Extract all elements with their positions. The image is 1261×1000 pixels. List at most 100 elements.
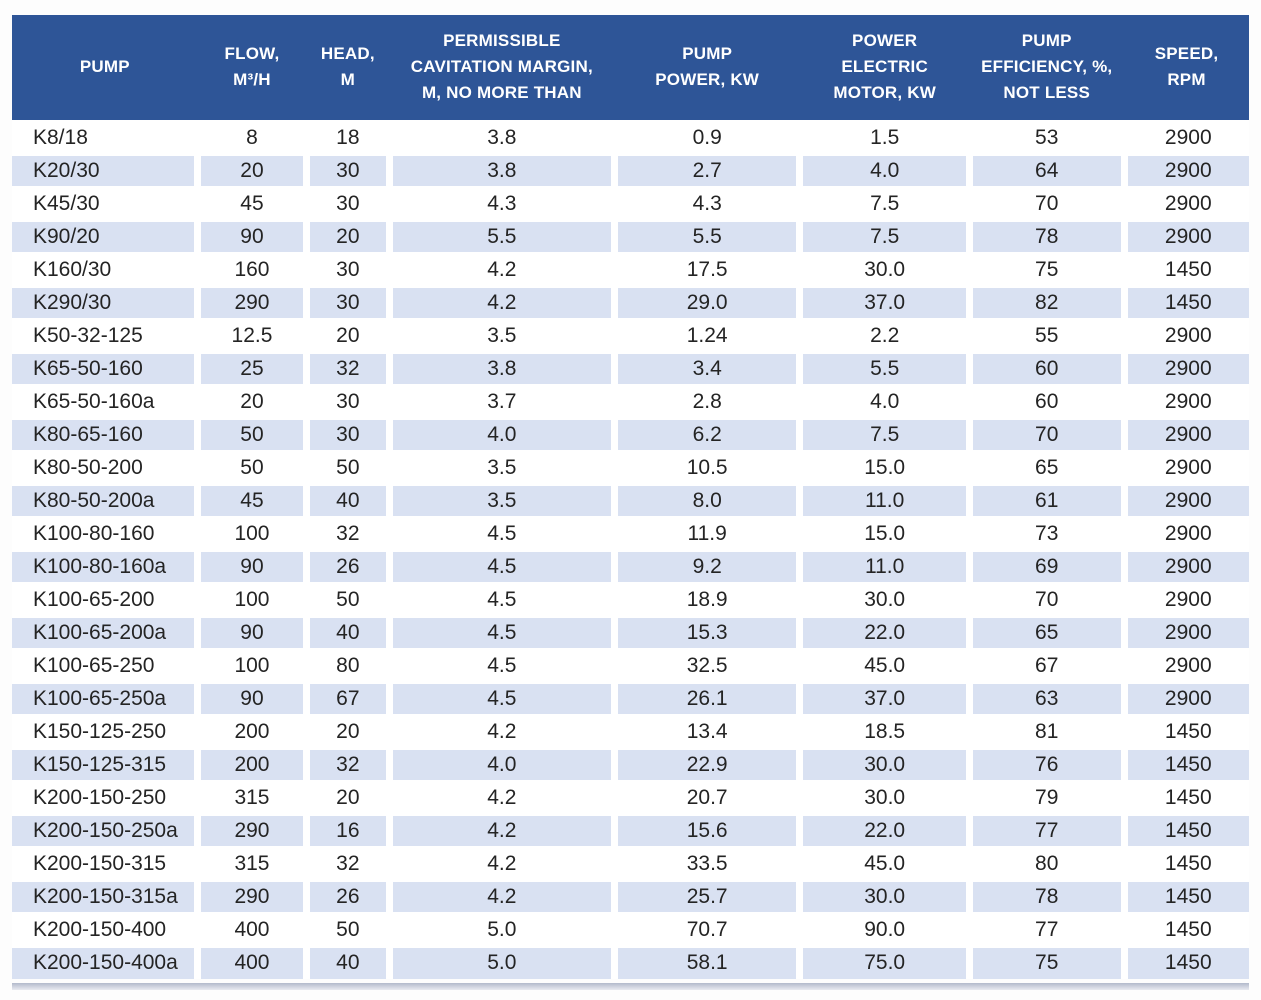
pump-name-cell: K200-150-400 <box>12 911 198 946</box>
head-cell: 32 <box>302 350 390 385</box>
speed-cell: 1450 <box>1120 944 1249 979</box>
efficiency-cell: 80 <box>965 845 1125 880</box>
table-row: K100-65-200 100 50 4.5 18.9 30.0 70 2900 <box>12 581 1249 616</box>
pump-power-cell: 26.1 <box>610 680 800 715</box>
table-row: K90/20 90 20 5.5 5.5 7.5 78 2900 <box>12 218 1249 253</box>
speed-cell: 2900 <box>1120 383 1249 418</box>
efficiency-cell: 61 <box>965 482 1125 517</box>
header-motor-power: POWER ELECTRIC MOTOR, KW <box>799 15 970 121</box>
speed-cell: 1450 <box>1120 746 1249 781</box>
flow-cell: 100 <box>194 647 307 682</box>
pump-power-cell: 25.7 <box>610 878 800 913</box>
pump-power-cell: 15.3 <box>610 614 800 649</box>
flow-cell: 90 <box>194 614 307 649</box>
motor-power-cell: 18.5 <box>796 713 970 748</box>
pump-power-cell: 2.8 <box>610 383 800 418</box>
speed-cell: 1450 <box>1120 251 1249 286</box>
table-header: PUMP FLOW, M³/H HEAD, M PERMISSIBLE CAVI… <box>12 15 1249 121</box>
speed-cell: 2900 <box>1120 185 1249 220</box>
flow-cell: 315 <box>194 845 307 880</box>
flow-cell: 290 <box>194 284 307 319</box>
cavitation-margin-cell: 3.5 <box>385 449 615 484</box>
table-row: K290/30 290 30 4.2 29.0 37.0 82 1450 <box>12 284 1249 319</box>
head-cell: 50 <box>302 911 390 946</box>
pump-power-cell: 29.0 <box>610 284 800 319</box>
motor-power-cell: 30.0 <box>796 581 970 616</box>
head-cell: 26 <box>302 548 390 583</box>
pump-power-cell: 10.5 <box>610 449 800 484</box>
flow-cell: 45 <box>194 482 307 517</box>
motor-power-cell: 45.0 <box>796 647 970 682</box>
table-row: K80-50-200a 45 40 3.5 8.0 11.0 61 2900 <box>12 482 1249 517</box>
pump-power-cell: 0.9 <box>610 119 800 154</box>
motor-power-cell: 11.0 <box>796 548 970 583</box>
table-bottom-shadow <box>12 983 1249 990</box>
cavitation-margin-cell: 4.5 <box>385 647 615 682</box>
table-row: K150-125-315 200 32 4.0 22.9 30.0 76 1450 <box>12 746 1249 781</box>
efficiency-cell: 65 <box>965 614 1125 649</box>
efficiency-cell: 82 <box>965 284 1125 319</box>
pump-spec-table: PUMP FLOW, M³/H HEAD, M PERMISSIBLE CAVI… <box>12 15 1249 979</box>
table-body: K8/18 8 18 3.8 0.9 1.5 53 2900 K20/30 20 30 3.8 2.7 4… <box>12 119 1249 979</box>
pump-name-cell: K100-65-250 <box>12 647 198 682</box>
header-pump-power: PUMP POWER, KW <box>614 15 800 121</box>
motor-power-cell: 30.0 <box>796 878 970 913</box>
flow-cell: 100 <box>194 581 307 616</box>
cavitation-margin-cell: 5.5 <box>385 218 615 253</box>
head-cell: 18 <box>302 119 390 154</box>
cavitation-margin-cell: 4.3 <box>385 185 615 220</box>
pump-spec-table-container: PUMP FLOW, M³/H HEAD, M PERMISSIBLE CAVI… <box>12 15 1249 990</box>
speed-cell: 1450 <box>1120 845 1249 880</box>
head-cell: 40 <box>302 614 390 649</box>
pump-power-cell: 17.5 <box>610 251 800 286</box>
speed-cell: 1450 <box>1120 284 1249 319</box>
table-row: K200-150-315 315 32 4.2 33.5 45.0 80 1450 <box>12 845 1249 880</box>
efficiency-cell: 70 <box>965 416 1125 451</box>
pump-power-cell: 5.5 <box>610 218 800 253</box>
pump-name-cell: K150-125-250 <box>12 713 198 748</box>
speed-cell: 1450 <box>1120 878 1249 913</box>
speed-cell: 1450 <box>1120 812 1249 847</box>
flow-cell: 400 <box>194 911 307 946</box>
pump-power-cell: 20.7 <box>610 779 800 814</box>
cavitation-margin-cell: 4.2 <box>385 878 615 913</box>
efficiency-cell: 60 <box>965 383 1125 418</box>
speed-cell: 2900 <box>1120 515 1249 550</box>
flow-cell: 200 <box>194 746 307 781</box>
efficiency-cell: 69 <box>965 548 1125 583</box>
flow-cell: 25 <box>194 350 307 385</box>
efficiency-cell: 63 <box>965 680 1125 715</box>
pump-name-cell: K200-150-400a <box>12 944 198 979</box>
header-head: HEAD, M <box>306 15 390 121</box>
pump-power-cell: 33.5 <box>610 845 800 880</box>
flow-cell: 8 <box>194 119 307 154</box>
motor-power-cell: 4.0 <box>796 383 970 418</box>
efficiency-cell: 53 <box>965 119 1125 154</box>
speed-cell: 2900 <box>1120 119 1249 154</box>
head-cell: 30 <box>302 251 390 286</box>
efficiency-cell: 76 <box>965 746 1125 781</box>
flow-cell: 90 <box>194 218 307 253</box>
cavitation-margin-cell: 4.5 <box>385 548 615 583</box>
pump-power-cell: 13.4 <box>610 713 800 748</box>
head-cell: 40 <box>302 482 390 517</box>
pump-name-cell: K100-65-200a <box>12 614 198 649</box>
table-row: K200-150-315a 290 26 4.2 25.7 30.0 78 1450 <box>12 878 1249 913</box>
table-row: K200-150-250 315 20 4.2 20.7 30.0 79 1450 <box>12 779 1249 814</box>
speed-cell: 1450 <box>1120 779 1249 814</box>
efficiency-cell: 65 <box>965 449 1125 484</box>
table-row: K200-150-400a 400 40 5.0 58.1 75.0 75 1450 <box>12 944 1249 979</box>
header-row: PUMP FLOW, M³/H HEAD, M PERMISSIBLE CAVI… <box>12 15 1249 121</box>
motor-power-cell: 30.0 <box>796 251 970 286</box>
flow-cell: 290 <box>194 878 307 913</box>
cavitation-margin-cell: 3.8 <box>385 119 615 154</box>
motor-power-cell: 15.0 <box>796 449 970 484</box>
cavitation-margin-cell: 4.0 <box>385 416 615 451</box>
pump-power-cell: 6.2 <box>610 416 800 451</box>
efficiency-cell: 75 <box>965 944 1125 979</box>
efficiency-cell: 70 <box>965 581 1125 616</box>
motor-power-cell: 37.0 <box>796 680 970 715</box>
head-cell: 30 <box>302 185 390 220</box>
pump-name-cell: K200-150-315 <box>12 845 198 880</box>
table-row: K8/18 8 18 3.8 0.9 1.5 53 2900 <box>12 119 1249 154</box>
